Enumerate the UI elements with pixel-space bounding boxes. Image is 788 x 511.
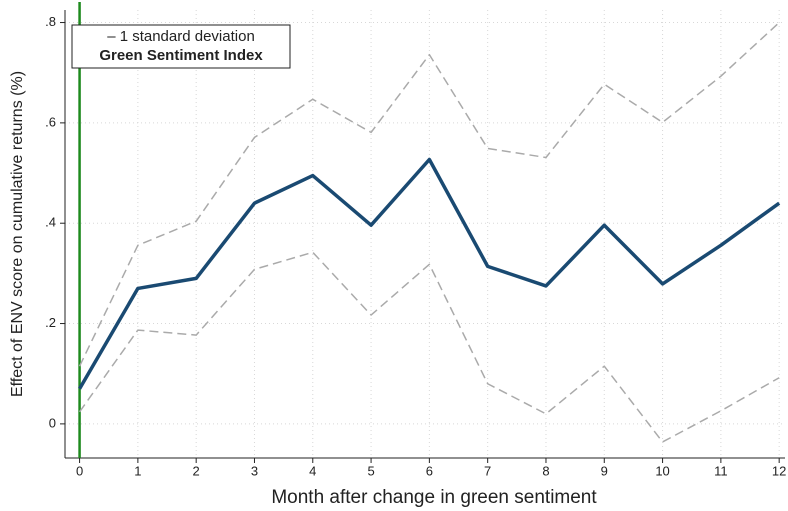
plot-area	[65, 10, 785, 458]
x-tick-label: 4	[309, 463, 316, 478]
y-tick-label: .4	[45, 215, 56, 230]
y-tick-label: .6	[45, 114, 56, 129]
x-tick-label: 11	[714, 463, 728, 478]
x-tick-label: 8	[542, 463, 549, 478]
y-tick-label: .8	[45, 14, 56, 29]
x-tick-label: 12	[772, 463, 786, 478]
x-tick-label: 9	[601, 463, 608, 478]
x-tick-label: 7	[484, 463, 491, 478]
confidence-bound	[78, 251, 780, 443]
annotation: Green Sentiment Index	[99, 47, 263, 64]
x-tick-label: 0	[76, 463, 83, 478]
annotation: – 1 standard deviation	[107, 28, 255, 45]
x-tick-label: 6	[426, 463, 433, 478]
x-tick-label: 10	[655, 463, 669, 478]
y-tick-label: 0	[49, 415, 56, 430]
x-tick-label: 3	[251, 463, 258, 478]
x-tick-label: 5	[367, 463, 374, 478]
x-tick-label: 1	[134, 463, 141, 478]
x-axis-label: Month after change in green sentiment	[271, 487, 597, 508]
annotation-box	[71, 24, 291, 69]
y-tick-label: .2	[45, 315, 56, 330]
estimate-line	[78, 157, 781, 390]
x-tick-label: 2	[193, 463, 200, 478]
confidence-bound	[78, 21, 780, 367]
y-axis-label: Effect of ENV score on cumulative return…	[9, 71, 26, 397]
